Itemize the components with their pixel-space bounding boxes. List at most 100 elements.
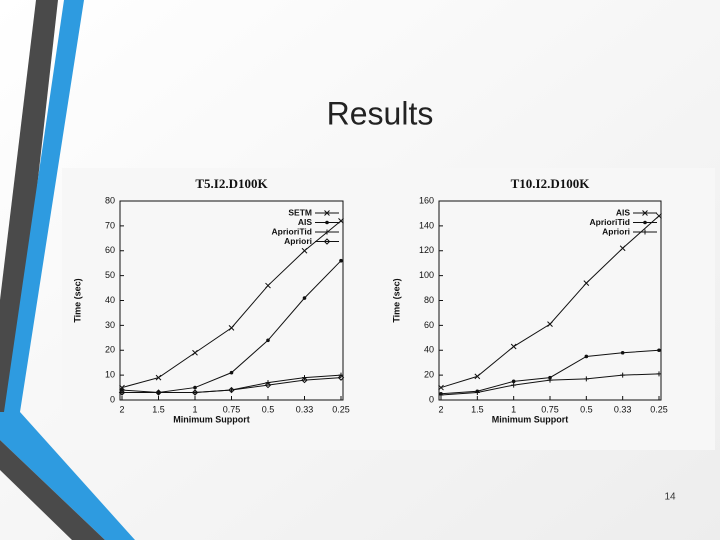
y-tick-label: 80 — [424, 295, 434, 305]
x-tick-label: 0.75 — [541, 404, 559, 414]
y-tick-label: 30 — [105, 320, 115, 330]
figure-background — [62, 168, 715, 450]
y-tick-label: 10 — [105, 370, 115, 380]
marker — [191, 389, 199, 396]
y-tick-label: 40 — [424, 345, 434, 355]
x-tick-label: 1.5 — [152, 404, 165, 414]
y-tick-label: 50 — [105, 270, 115, 280]
legend-label: SETM — [288, 207, 312, 217]
x-tick-label: 0.5 — [262, 404, 275, 414]
y-tick-label: 120 — [419, 245, 434, 255]
marker — [228, 386, 235, 394]
marker — [266, 338, 270, 343]
marker — [511, 379, 516, 384]
chart-title: T5.I2.D100K — [195, 176, 268, 191]
marker — [337, 374, 345, 381]
marker — [192, 349, 198, 356]
marker — [547, 377, 553, 383]
marker — [510, 343, 517, 350]
decor-stripe — [0, 440, 105, 540]
marker — [474, 373, 481, 380]
marker — [620, 372, 626, 378]
x-tick-label: 0.25 — [650, 404, 668, 414]
marker — [155, 389, 162, 396]
y-tick-label: 20 — [105, 345, 115, 355]
x-tick-label: 0.33 — [614, 404, 632, 414]
y-tick-label: 140 — [419, 220, 434, 230]
x-tick-label: 0.5 — [580, 404, 593, 414]
legend-label: AprioriTid — [590, 217, 630, 227]
x-tick-label: 0.33 — [296, 404, 314, 414]
y-axis-label: Time (sec) — [72, 278, 82, 322]
marker — [656, 371, 662, 377]
chart-title: T10.I2.D100K — [511, 176, 591, 191]
marker — [619, 245, 626, 252]
marker — [302, 296, 307, 300]
marker — [323, 238, 331, 245]
marker — [642, 229, 648, 235]
marker — [339, 258, 343, 263]
chart: T5.I2.D100K 0 10 20 30 40 50 60 70 80 2 1.5 1 0.75 0.5… — [72, 176, 349, 424]
marker — [155, 374, 162, 381]
marker — [657, 348, 661, 353]
page-number: 14 — [664, 492, 676, 503]
marker — [643, 220, 647, 225]
decor-stripe — [0, 412, 135, 540]
y-tick-label: 70 — [105, 220, 115, 230]
marker — [511, 382, 517, 388]
x-tick-label: 2 — [119, 404, 124, 414]
marker — [620, 350, 625, 355]
legend-label: AprioriTid — [272, 226, 312, 236]
decor-stripe — [0, 0, 58, 412]
marker — [229, 370, 234, 375]
marker — [547, 321, 553, 327]
x-tick-label: 1.5 — [471, 404, 484, 414]
marker — [642, 210, 648, 216]
marker — [301, 376, 308, 384]
decor-stripe — [4, 0, 84, 412]
series-line — [122, 377, 342, 394]
y-tick-label: 0 — [110, 394, 115, 404]
x-tick-label: 0.75 — [223, 404, 241, 414]
marker — [438, 392, 444, 398]
marker — [324, 229, 330, 235]
x-tick-label: 2 — [438, 404, 443, 414]
y-tick-label: 40 — [105, 295, 115, 305]
slide-title: Results — [327, 95, 434, 131]
chart: T10.I2.D100K 0 20 40 60 80 100 120 140 160 2 1.5 1 0.… — [391, 176, 667, 424]
legend-label: Apriori — [602, 226, 630, 236]
marker — [474, 390, 480, 396]
marker — [118, 389, 126, 396]
marker — [338, 218, 344, 224]
x-tick-label: 0.25 — [332, 404, 350, 414]
marker — [193, 385, 197, 390]
x-axis-label: Minimum Support — [173, 414, 250, 424]
y-tick-label: 60 — [105, 245, 115, 255]
y-tick-label: 100 — [419, 270, 434, 280]
marker — [584, 354, 589, 359]
y-tick-label: 80 — [105, 195, 115, 205]
marker — [265, 282, 271, 289]
x-axis-label: Minimum Support — [492, 414, 569, 424]
x-tick-label: 1 — [192, 404, 197, 414]
marker — [324, 210, 330, 216]
marker — [301, 247, 308, 254]
y-tick-label: 0 — [429, 394, 434, 404]
y-axis-label: Time (sec) — [391, 278, 401, 322]
marker — [438, 384, 444, 391]
marker — [119, 384, 125, 391]
marker — [325, 220, 329, 225]
legend-label: Apriori — [284, 236, 312, 246]
marker — [264, 381, 272, 389]
marker — [583, 376, 589, 382]
x-tick-label: 1 — [511, 404, 516, 414]
y-tick-label: 160 — [419, 195, 434, 205]
marker — [583, 280, 590, 286]
marker — [228, 325, 235, 331]
marker — [656, 213, 662, 219]
y-tick-label: 60 — [424, 320, 434, 330]
legend-label: AIS — [616, 207, 631, 217]
y-tick-label: 20 — [424, 370, 434, 380]
